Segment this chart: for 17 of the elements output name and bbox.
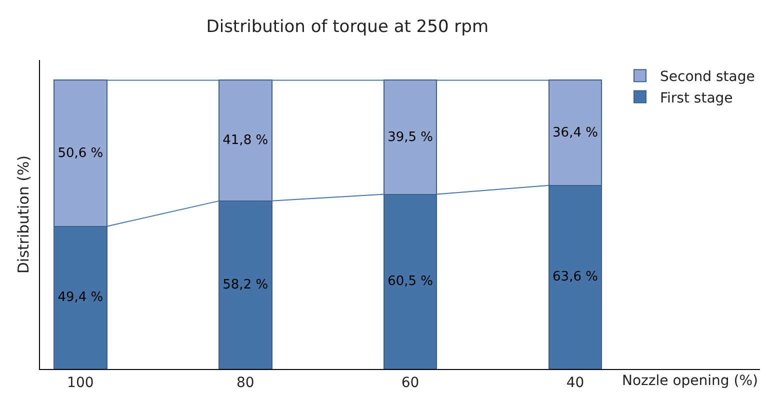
data-label: 58,2 % [222, 277, 268, 292]
x-axis-title: Nozzle opening (%) [622, 373, 758, 389]
data-label: 36,4 % [552, 125, 598, 140]
x-tick-label: 100 [67, 374, 94, 391]
x-tick-label: 80 [236, 374, 254, 391]
legend-label: First stage [660, 90, 733, 106]
data-label: 60,5 % [388, 274, 434, 290]
y-axis-title: Distribution (%) [14, 155, 32, 274]
data-label: 41,8 % [222, 133, 268, 148]
legend-label: Second stage [660, 69, 755, 86]
data-label: 50,6 % [58, 146, 104, 161]
data-label: 49,4 % [58, 290, 104, 306]
chart-title: Distribution of torque at 250 rpm [206, 17, 489, 38]
data-label: 39,5 % [388, 130, 434, 145]
x-tick-label: 60 [401, 374, 420, 391]
x-tick-label: 40 [566, 374, 584, 391]
data-label: 63,6 % [552, 270, 598, 285]
